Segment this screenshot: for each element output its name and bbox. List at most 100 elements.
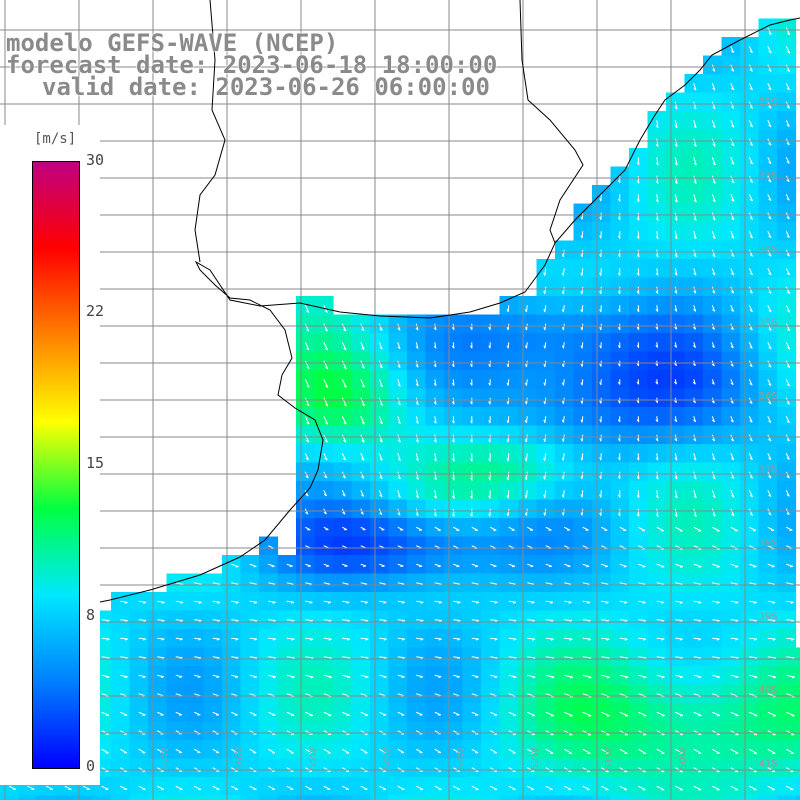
wind-arrow-head	[655, 513, 659, 517]
wind-arrow	[507, 397, 510, 405]
wind-arrow-head	[305, 493, 309, 497]
wind-arrow-head	[524, 401, 527, 405]
wind-arrow-head	[419, 565, 423, 568]
wind-arrow-head	[749, 457, 753, 461]
wind-arrow	[749, 656, 758, 659]
wind-arrow	[545, 619, 554, 622]
wind-arrow	[323, 674, 332, 678]
wind-arrow	[562, 434, 565, 442]
wind-arrow	[360, 342, 365, 350]
wind-arrow	[360, 471, 365, 479]
wind-arrow	[452, 397, 455, 405]
wind-arrow	[508, 637, 517, 640]
wind-arrow-head	[543, 382, 546, 386]
wind-arrow	[581, 212, 584, 220]
wind-cell	[370, 795, 390, 800]
wind-arrow	[545, 637, 554, 640]
wind-arrow	[490, 619, 498, 622]
wind-arrow	[748, 342, 753, 349]
wind-arrow	[231, 674, 239, 678]
wind-arrow-head	[786, 291, 790, 295]
colorbar-tick-8: 8	[86, 606, 96, 624]
wind-arrow-head	[749, 217, 753, 220]
wind-arrow	[712, 619, 720, 622]
wind-arrow-head	[735, 566, 739, 568]
wind-arrow-head	[543, 457, 546, 461]
wind-arrow-head	[786, 383, 790, 387]
wind-arrow-head	[674, 457, 678, 461]
wind-arrow-head	[433, 401, 437, 405]
wind-arrow-head	[731, 217, 735, 221]
wind-arrow-head	[361, 366, 365, 369]
wind-arrow-head	[636, 457, 640, 461]
wind-arrow	[175, 582, 184, 585]
wind-arrow-head	[674, 125, 678, 129]
wind-arrow	[730, 46, 735, 53]
wind-arrow	[693, 212, 697, 221]
wind-arrow	[525, 416, 528, 423]
wind-arrow-head	[786, 198, 790, 201]
wind-arrow	[341, 379, 347, 388]
wind-arrow	[138, 785, 146, 790]
wind-arrow-head	[346, 620, 350, 623]
wind-arrow-head	[655, 217, 659, 221]
wind-arrow-head	[674, 400, 677, 404]
wind-arrow	[693, 526, 702, 532]
wind-arrow-head	[731, 143, 735, 147]
wind-arrow	[194, 582, 202, 585]
wind-arrow	[730, 563, 739, 568]
wind-arrow	[638, 748, 647, 754]
wind-arrow-head	[693, 457, 697, 461]
wind-arrow-head	[587, 601, 591, 604]
wind-arrow	[749, 526, 757, 532]
wind-cell	[185, 795, 205, 800]
wind-arrow-head	[543, 438, 546, 442]
wind-arrow	[693, 286, 697, 294]
wind-arrow	[120, 619, 128, 622]
wind-cell	[795, 777, 800, 797]
wind-arrow	[434, 582, 442, 585]
wind-arrow-head	[693, 495, 697, 499]
wind-arrow	[711, 471, 716, 480]
wind-arrow-head	[768, 50, 772, 54]
wind-cell	[55, 795, 75, 800]
wind-arrow	[656, 582, 665, 585]
wind-arrow	[637, 471, 640, 480]
wind-arrow	[749, 600, 757, 603]
wind-cell	[277, 795, 297, 800]
wind-arrow	[323, 711, 332, 716]
wind-arrow-head	[524, 382, 527, 386]
lon-label: 50W	[678, 747, 689, 770]
wind-arrow-head	[730, 309, 734, 312]
wind-arrow-head	[531, 601, 535, 604]
wind-arrow-head	[768, 235, 772, 239]
wind-arrow-head	[512, 601, 517, 604]
wind-arrow	[305, 711, 313, 716]
wind-arrow-head	[636, 217, 640, 221]
wind-arrow-head	[674, 308, 678, 312]
wind-arrow	[785, 46, 791, 54]
wind-arrow-head	[636, 235, 640, 239]
wind-arrow-head	[655, 162, 659, 166]
wind-arrow	[490, 748, 498, 754]
wind-arrow	[507, 305, 510, 312]
wind-arrow-head	[451, 513, 455, 517]
wind-arrow-head	[327, 601, 331, 604]
wind-cell	[536, 795, 556, 800]
wind-arrow	[138, 674, 146, 678]
wind-arrow	[767, 526, 775, 531]
wind-arrow	[637, 194, 640, 202]
wind-arrow-head	[768, 124, 772, 128]
wind-arrow	[786, 526, 793, 531]
wind-arrow	[562, 416, 565, 423]
wind-arrow	[601, 637, 610, 640]
wind-arrow-head	[730, 290, 734, 294]
wind-arrow	[397, 637, 405, 640]
wind-arrow-head	[323, 493, 327, 497]
wind-arrow	[748, 175, 754, 183]
wind-arrow-head	[712, 272, 716, 276]
wind-arrow	[693, 711, 702, 716]
wind-arrow	[508, 582, 516, 585]
wind-arrow	[785, 508, 790, 515]
